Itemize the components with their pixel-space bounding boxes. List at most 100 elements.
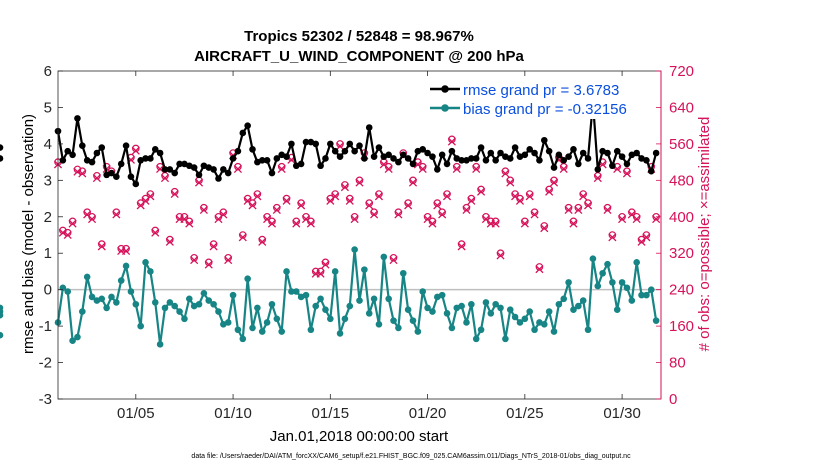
obs-assimilated-point bbox=[272, 205, 281, 215]
obs-possible-point bbox=[224, 253, 233, 262]
obs-possible-point bbox=[603, 203, 612, 212]
rmse-point bbox=[166, 166, 174, 173]
bias-point bbox=[628, 297, 636, 304]
legend-box bbox=[424, 76, 656, 119]
obs-possible-point bbox=[579, 190, 587, 198]
bias-point bbox=[103, 304, 110, 312]
obs-possible-point bbox=[545, 185, 553, 194]
rmse-point bbox=[336, 153, 344, 160]
legend-rmse-marker bbox=[441, 85, 449, 93]
obs-assimilated-point bbox=[331, 192, 340, 201]
obs-possible-point bbox=[491, 217, 500, 226]
bias-point bbox=[643, 291, 650, 299]
rmse-point bbox=[273, 155, 281, 162]
y2-tick-label: 480 bbox=[669, 172, 694, 189]
bias-point bbox=[331, 268, 339, 275]
bias-point bbox=[317, 295, 324, 303]
obs-possible-point bbox=[477, 185, 485, 194]
bias-point bbox=[370, 295, 378, 303]
obs-possible-point bbox=[550, 176, 558, 185]
obs-possible-point bbox=[452, 162, 461, 171]
rmse-point bbox=[331, 147, 339, 155]
obs-possible-point bbox=[448, 135, 456, 144]
bias-point bbox=[88, 293, 96, 301]
bias-point bbox=[429, 308, 436, 315]
rmse-point bbox=[618, 153, 626, 160]
rmse-point bbox=[404, 155, 412, 162]
obs-possible-point bbox=[185, 217, 194, 226]
obs-assimilated-point bbox=[78, 169, 87, 178]
x-tick-label: 01/30 bbox=[603, 405, 641, 422]
bias-point bbox=[438, 291, 446, 299]
bias-point bbox=[341, 315, 349, 323]
obs-possible-point bbox=[569, 217, 578, 226]
obs-possible-point bbox=[321, 258, 330, 267]
obs-assimilated-point bbox=[282, 196, 291, 205]
obs-assimilated-point bbox=[151, 228, 160, 237]
bias-point bbox=[365, 310, 373, 317]
obs-assimilated-point bbox=[146, 192, 155, 201]
bias-point bbox=[468, 300, 475, 308]
obs-assimilated-point bbox=[632, 214, 641, 224]
rmse-point bbox=[594, 166, 602, 173]
bias-point bbox=[322, 306, 329, 314]
rmse-point bbox=[526, 146, 534, 153]
bias-point bbox=[502, 335, 509, 343]
rmse-point bbox=[545, 147, 553, 155]
bias-point bbox=[395, 324, 402, 332]
obs-assimilated-point bbox=[87, 214, 97, 224]
bias-point bbox=[492, 300, 499, 308]
rmse-point bbox=[458, 156, 465, 164]
obs-possible-point bbox=[628, 208, 636, 217]
obs-possible-point bbox=[496, 249, 505, 258]
bias-point bbox=[239, 335, 247, 343]
obs-possible-point bbox=[438, 208, 446, 217]
bias-point bbox=[404, 306, 412, 314]
bias-point bbox=[424, 304, 431, 312]
obs-possible-point bbox=[530, 208, 539, 217]
bias-point bbox=[137, 322, 144, 330]
bias-point bbox=[302, 291, 310, 299]
obs-possible-point bbox=[365, 199, 374, 207]
obs-possible-point bbox=[501, 167, 510, 176]
bias-point bbox=[200, 290, 208, 297]
rmse-point bbox=[0, 155, 4, 162]
obs-possible-point bbox=[234, 162, 242, 171]
y2-tick-label: 640 bbox=[669, 99, 694, 116]
obs-assimilated-point bbox=[316, 269, 325, 278]
bias-point bbox=[594, 282, 602, 290]
bias-point bbox=[234, 326, 242, 334]
obs-possible-point bbox=[307, 217, 315, 226]
rmse-point bbox=[395, 158, 402, 166]
bias-point bbox=[113, 299, 120, 306]
chart-subtitle: AIRCRAFT_U_WIND_COMPONENT @ 200 hPa bbox=[194, 48, 524, 65]
obs-possible-point bbox=[83, 208, 91, 217]
obs-assimilated-point bbox=[525, 192, 534, 201]
rmse-point bbox=[113, 173, 120, 180]
obs-possible-point bbox=[506, 176, 515, 185]
obs-assimilated-point bbox=[530, 210, 539, 219]
rmse-point bbox=[195, 171, 203, 179]
obs-assimilated-point bbox=[306, 219, 315, 228]
bias-point bbox=[570, 306, 577, 314]
obs-assimilated-point bbox=[496, 251, 505, 260]
obs-possible-point bbox=[525, 190, 534, 198]
bias-point bbox=[638, 291, 645, 299]
obs-assimilated-point bbox=[408, 178, 418, 187]
bias-point bbox=[579, 297, 587, 304]
rmse-point bbox=[74, 115, 81, 122]
bias-point bbox=[356, 297, 363, 304]
y2-tick-label: 320 bbox=[669, 245, 694, 262]
bias-point bbox=[151, 299, 159, 306]
obs-possible-point bbox=[180, 212, 189, 221]
y-tick-label: -1 bbox=[39, 318, 52, 335]
legend-bias-marker bbox=[441, 104, 449, 112]
obs-assimilated-point bbox=[452, 164, 461, 174]
x-axis-label: Jan.01,2018 00:00:00 start bbox=[270, 428, 449, 445]
obs-assimilated-point bbox=[112, 210, 121, 219]
obs-possible-point bbox=[409, 176, 417, 185]
rmse-point bbox=[365, 124, 373, 131]
bias-point bbox=[336, 330, 344, 337]
obs-assimilated-point bbox=[340, 183, 349, 192]
bias-point bbox=[273, 315, 281, 323]
